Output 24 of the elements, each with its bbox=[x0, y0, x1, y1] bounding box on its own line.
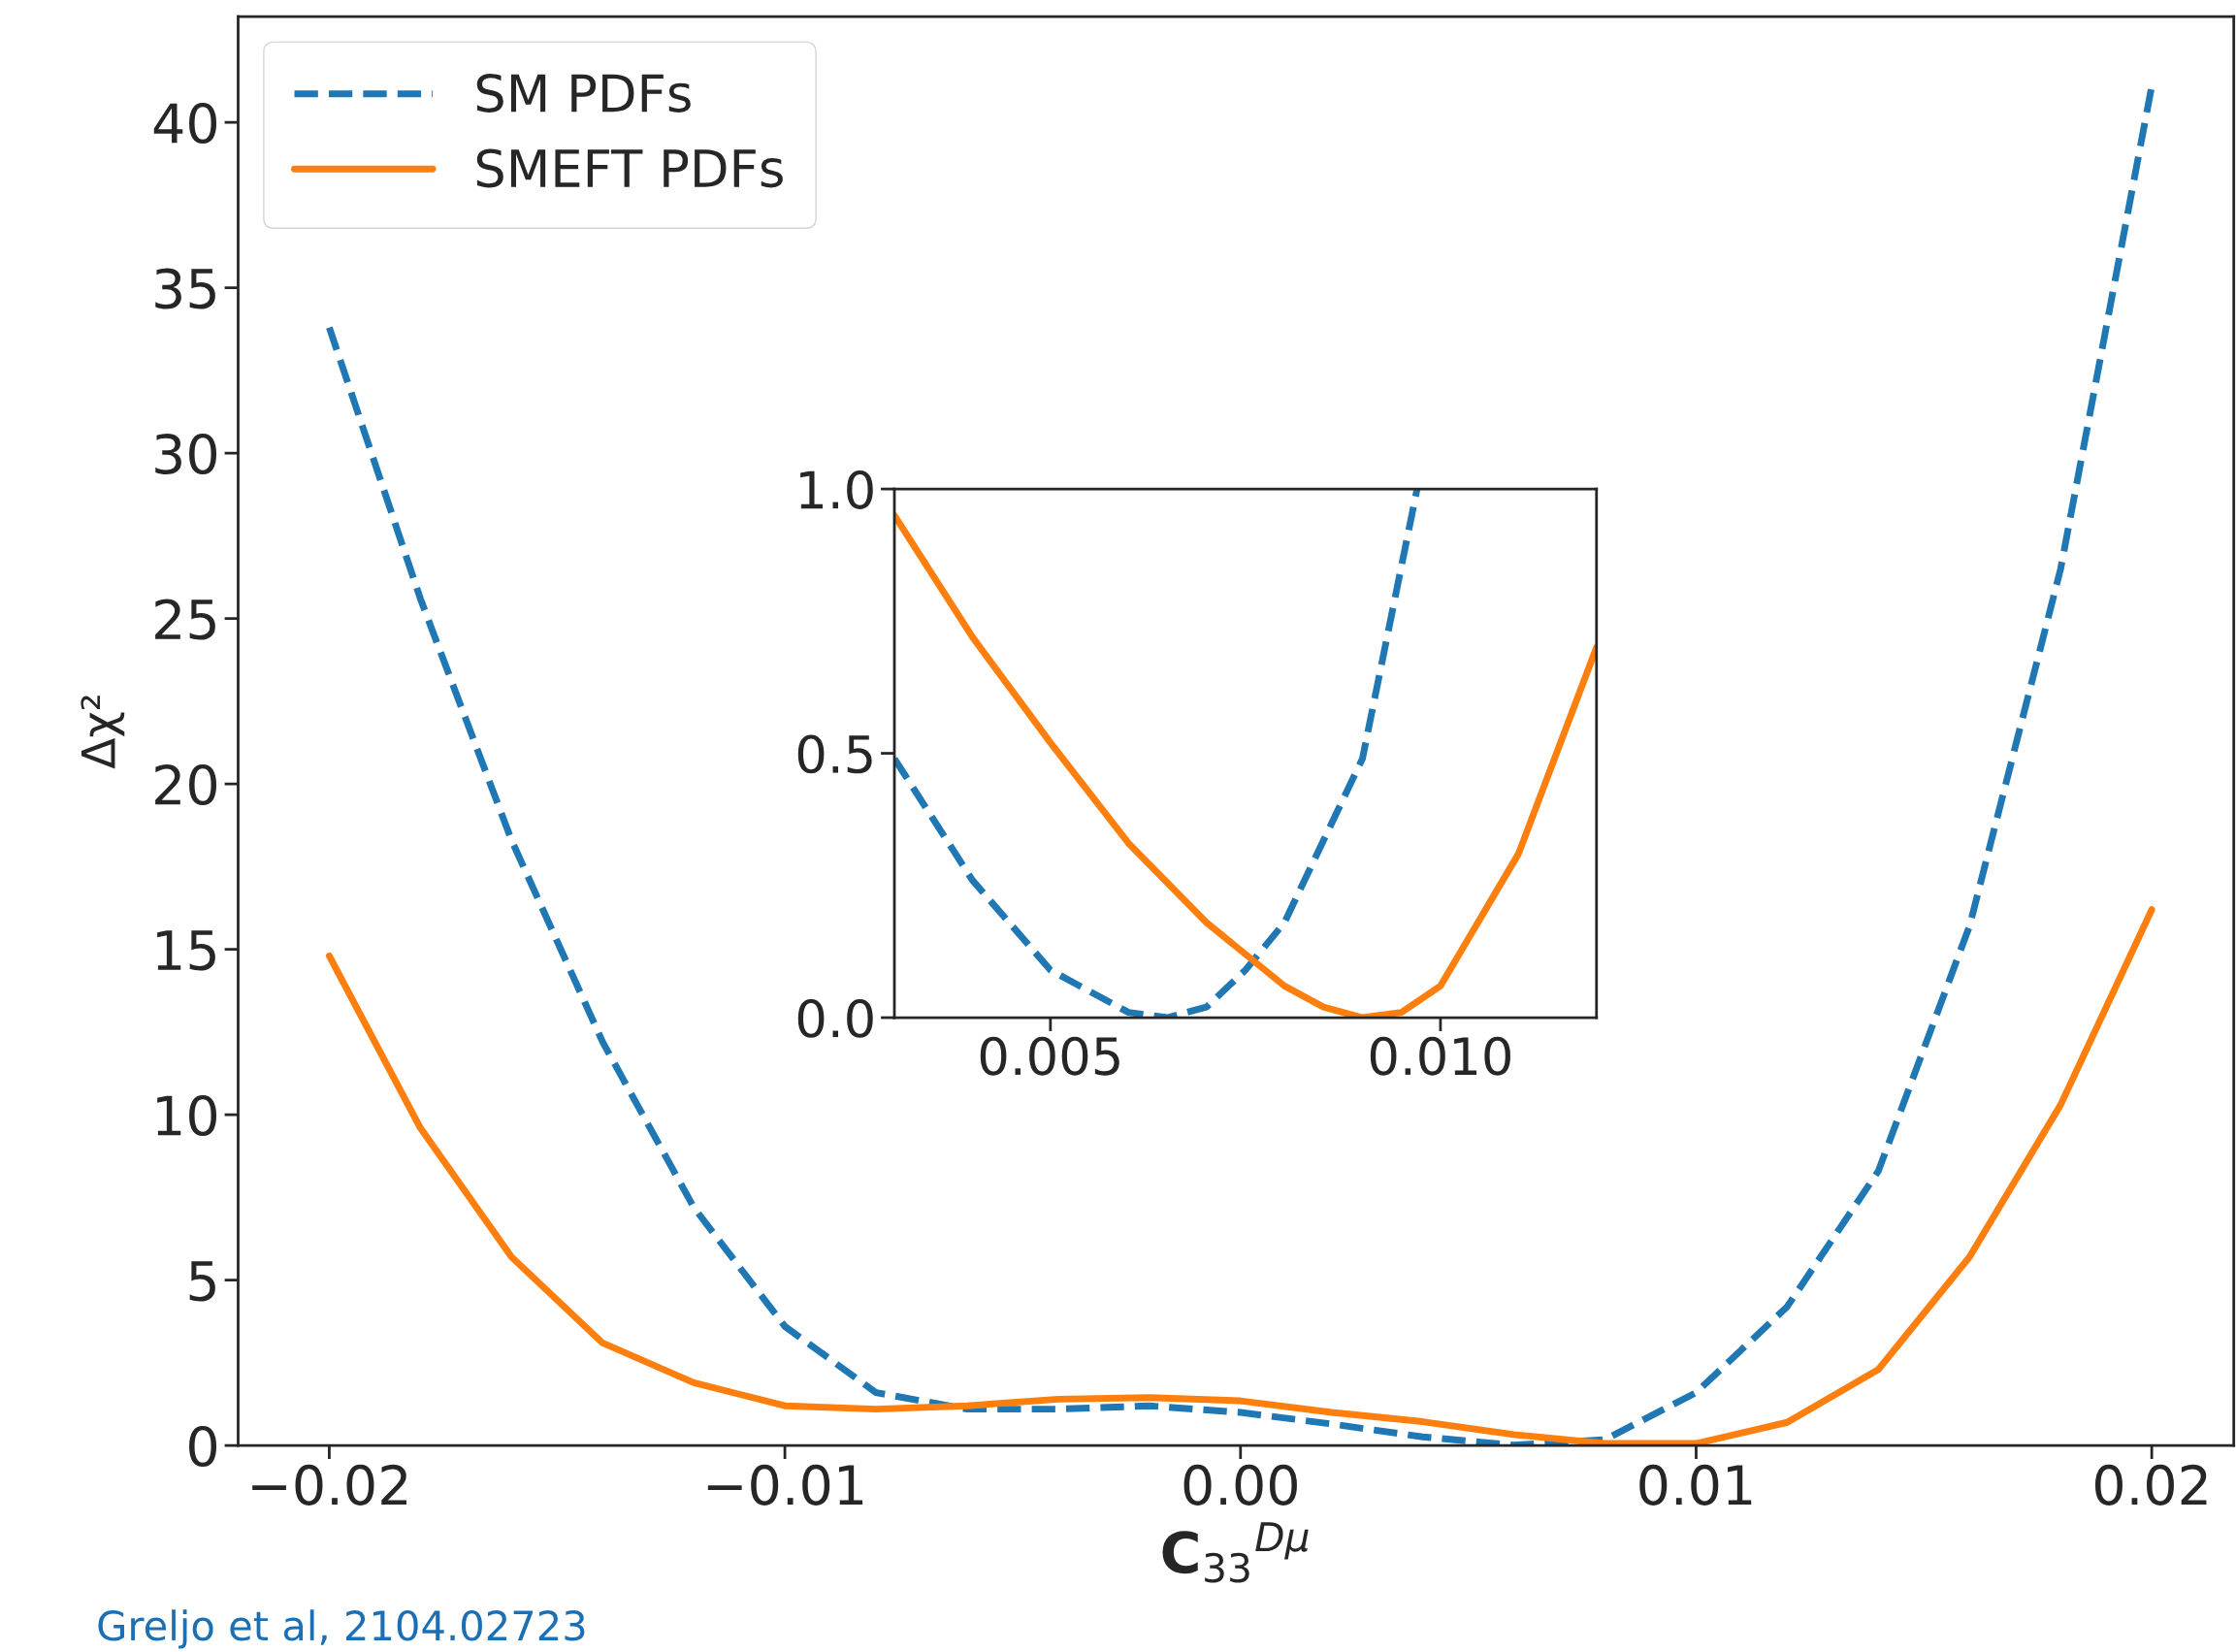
y-tick-label: 10 bbox=[157, 1095, 217, 1137]
x-tick-label: 0.01 bbox=[1639, 1464, 1752, 1506]
y-tick-label: 25 bbox=[155, 599, 215, 640]
y-tick-label: 35 bbox=[155, 268, 215, 309]
x-tick-label: −0.01 bbox=[707, 1464, 863, 1506]
x-tick-label: 0.010 bbox=[1370, 1036, 1510, 1076]
x-tick-label: 0.02 bbox=[2094, 1464, 2207, 1506]
y-tick-label: 0.0 bbox=[797, 998, 873, 1038]
y-tick-label: 15 bbox=[157, 930, 215, 971]
y-tick-label: 20 bbox=[155, 764, 217, 806]
x-axis-title: C$_{33}$$^{Dμ}$ bbox=[1162, 1522, 1309, 1583]
x-tick-label: 0.00 bbox=[1183, 1464, 1297, 1506]
x-tick-label: −0.02 bbox=[252, 1464, 406, 1506]
legend-label: SM PDFs bbox=[476, 74, 691, 113]
y-tick-label: 40 bbox=[153, 103, 217, 145]
legend-label: SMEFT PDFs bbox=[476, 148, 783, 188]
y-tick-label: 0.5 bbox=[797, 734, 872, 774]
y-tick-label: 30 bbox=[155, 434, 217, 475]
y-tick-label: 5 bbox=[189, 1261, 215, 1302]
y-tick-label: 1.0 bbox=[800, 470, 873, 509]
text: Greljo et al, 2104.02723 bbox=[98, 1609, 585, 1649]
y-axis-title: Δχ² bbox=[81, 696, 125, 769]
x-tick-label: 0.005 bbox=[980, 1036, 1119, 1076]
y-tick-label: 0 bbox=[189, 1426, 217, 1468]
